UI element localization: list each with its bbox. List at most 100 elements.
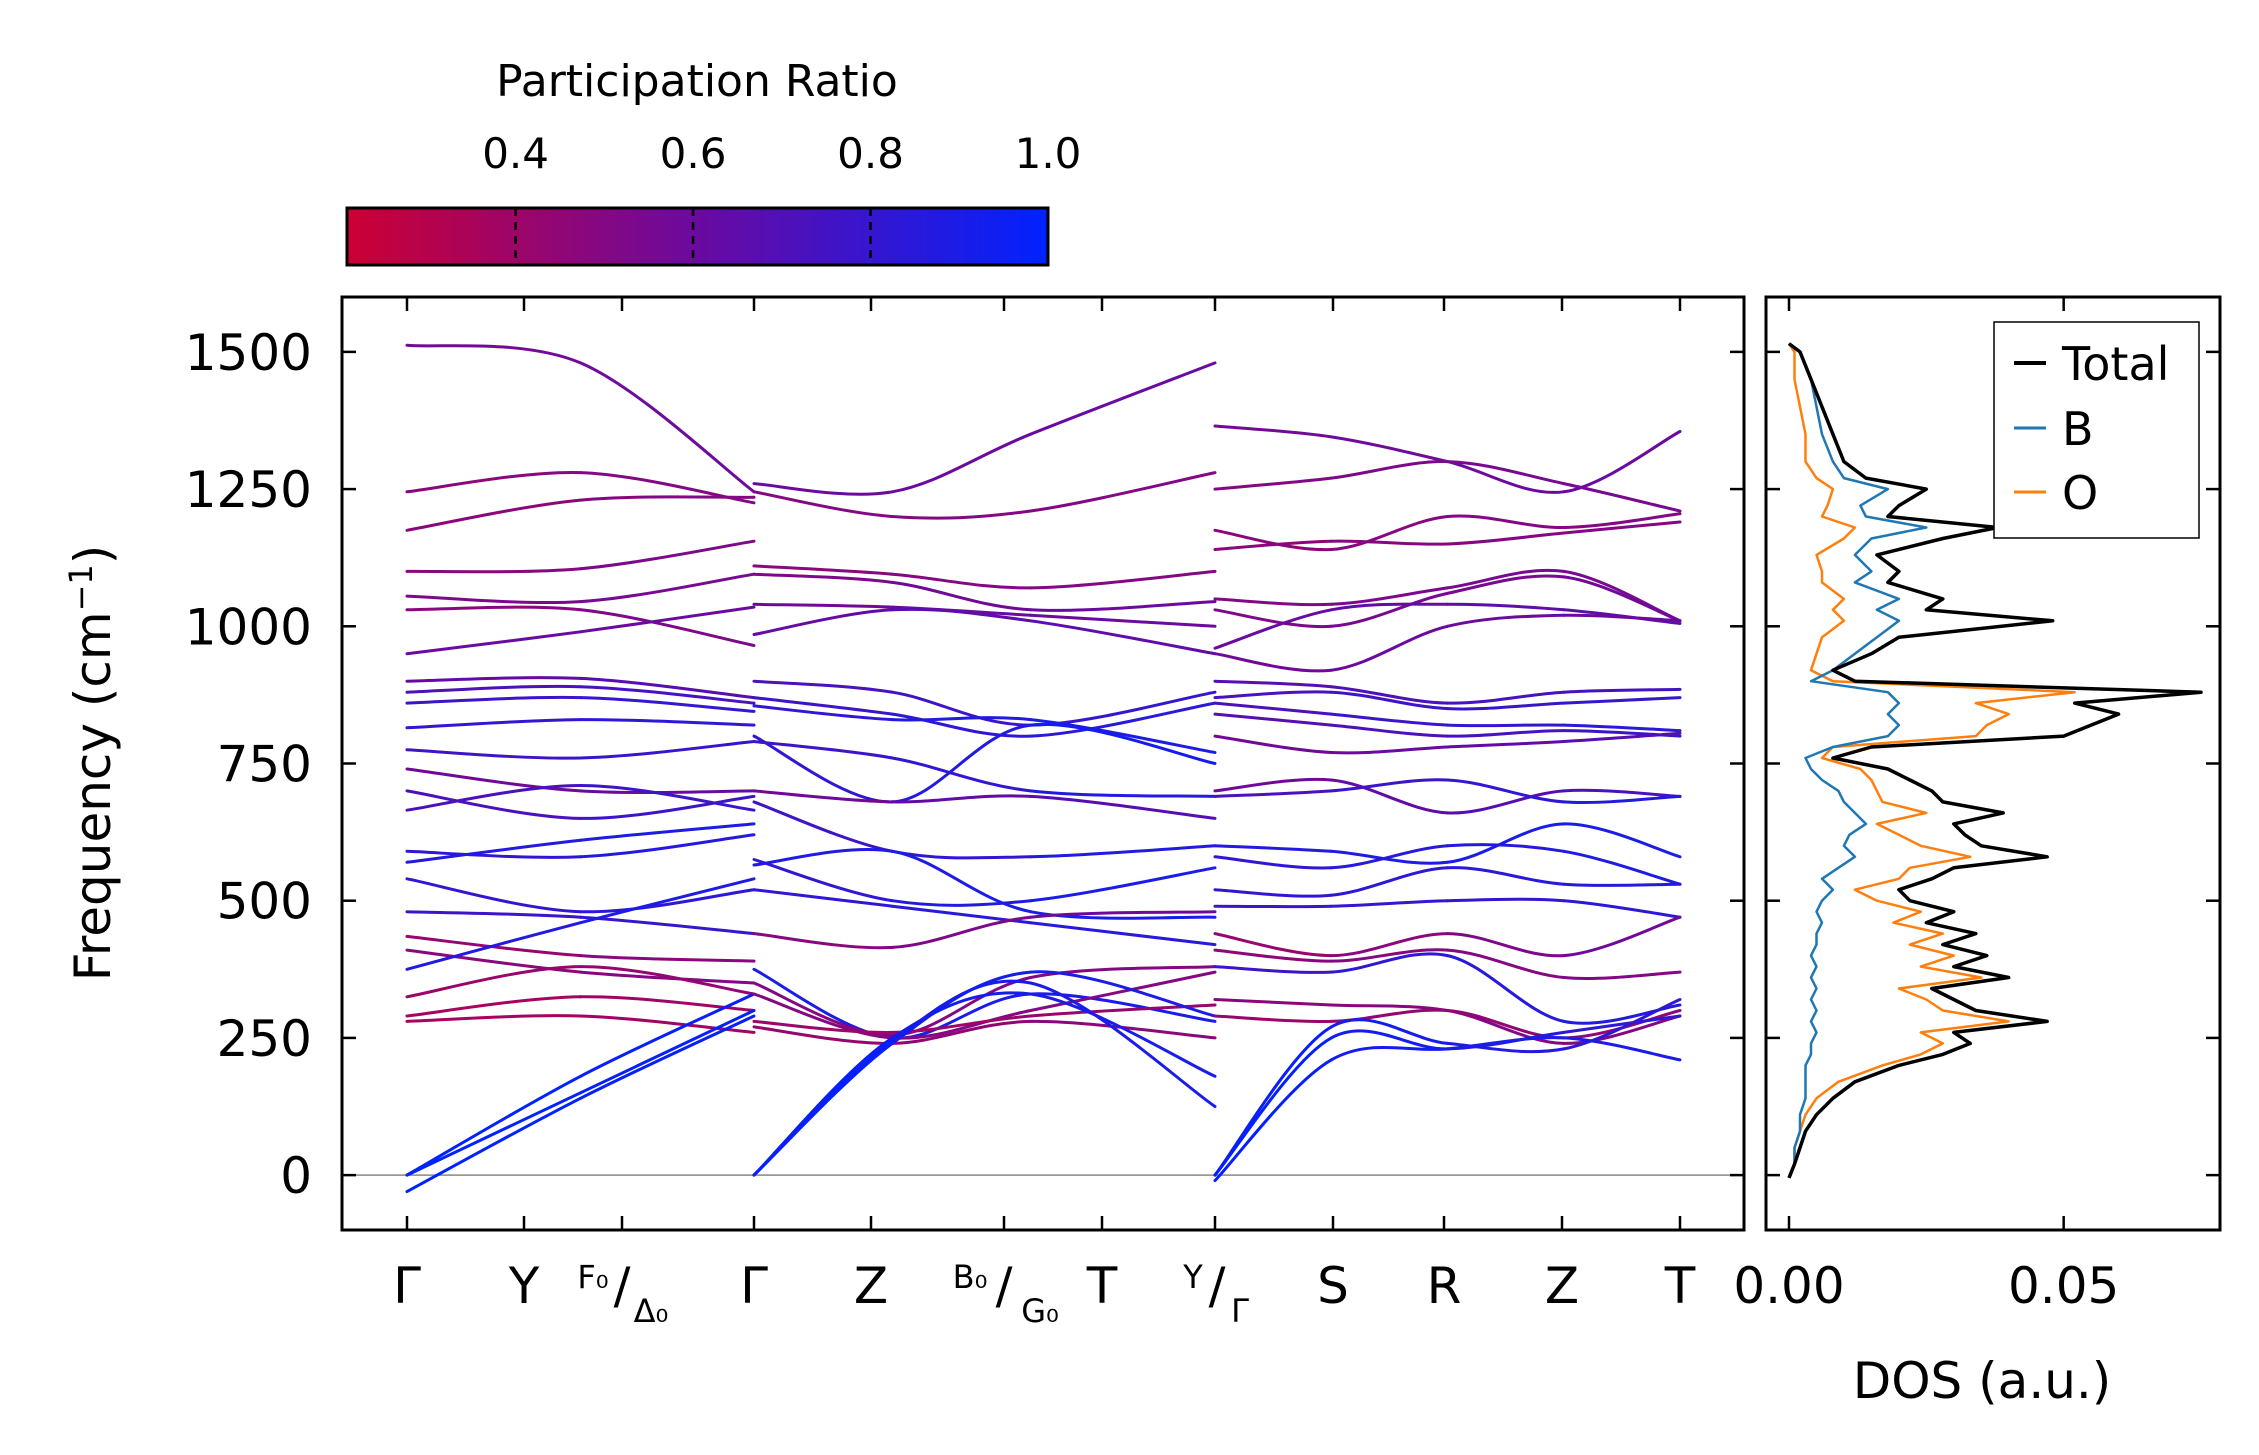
band-line-seg1-b5 — [890, 607, 1033, 623]
band-y-tick-label: 0 — [280, 1147, 312, 1205]
kpoint-label-t: T — [1086, 1257, 1118, 1315]
band-line-seg1-b12 — [752, 800, 894, 853]
band-line-seg0-b26 — [405, 1091, 582, 1177]
kpoint-label-y-sup: Y — [1182, 1258, 1203, 1296]
band-line-seg2-b3 — [1213, 539, 1333, 551]
band-line-seg0-b24 — [579, 1014, 756, 1034]
band-line-seg2-b10 — [1213, 701, 1333, 716]
band-line-seg2-b7 — [1446, 613, 1566, 628]
band-line-seg2-b11 — [1329, 723, 1449, 738]
band-line-seg0-b8 — [405, 684, 582, 694]
band-line-seg0-b14 — [405, 784, 582, 812]
band-y-axis-label: Frequency (cm−1) — [62, 545, 122, 982]
band-line-seg2-b5 — [1562, 575, 1682, 623]
band-line-seg0-b2 — [405, 498, 582, 532]
band-line-seg1-b24 — [752, 1041, 894, 1177]
band-line-seg2-b19 — [1213, 932, 1333, 958]
kpoint-label-g0: G₀ — [1021, 1292, 1059, 1330]
band-line-seg2-b18 — [1562, 899, 1682, 919]
legend-b-label: B — [2062, 402, 2094, 456]
band-line-seg1-b15 — [752, 888, 894, 908]
band-line-seg1-b8 — [890, 716, 1033, 722]
band-line-seg2-b24 — [1329, 1018, 1449, 1045]
band-line-seg0-b4 — [405, 594, 582, 605]
kpoint-label-gamma-1: Γ — [393, 1257, 421, 1315]
band-line-seg2-b26 — [1213, 1058, 1333, 1183]
band-line-seg0-b19 — [405, 934, 582, 958]
band-line-seg1-b24 — [890, 970, 1033, 1045]
band-line-seg1-b19 — [890, 1009, 1033, 1040]
band-line-seg2-b17 — [1446, 866, 1566, 886]
colorbar-tick-label: 0.8 — [837, 129, 904, 178]
band-line-seg1-b7 — [1029, 701, 1217, 738]
band-line-seg0-b20 — [405, 948, 582, 974]
band-line-seg1-b13 — [1029, 866, 1217, 903]
band-line-seg2-b6 — [1329, 602, 1449, 612]
band-line-seg2-b15 — [1213, 844, 1333, 853]
band-line-seg2-b0 — [1329, 435, 1449, 464]
legend-o-label: O — [2062, 466, 2098, 520]
legend-box — [1993, 321, 2200, 539]
band-line-seg1-b11 — [752, 789, 894, 804]
band-line-seg0-b23 — [405, 995, 582, 1018]
band-line-seg2-b17 — [1213, 888, 1333, 898]
band-line-seg2-b19 — [1446, 932, 1566, 958]
band-line-seg2-b14 — [1446, 778, 1566, 804]
band-line-seg2-b12 — [1562, 731, 1682, 743]
band-line-seg2-b16 — [1562, 849, 1682, 886]
band-line-seg0-b21 — [579, 877, 756, 925]
band-line-seg0-b5 — [579, 608, 756, 647]
band-line-seg0-b18 — [579, 915, 756, 936]
kpoint-label-t-2: T — [1664, 1257, 1696, 1315]
band-y-tick-label: 750 — [217, 736, 312, 794]
band-kpoint-ticks — [405, 297, 1682, 1230]
colorbar-tick-label: 1.0 — [1015, 129, 1082, 178]
band-line-seg0-b27 — [405, 1096, 582, 1194]
band-line-seg2-b2 — [1446, 514, 1566, 530]
band-line-seg2-b5 — [1446, 574, 1566, 595]
band-y-tick-label: 500 — [217, 873, 312, 931]
band-line-seg0-b7 — [579, 676, 756, 700]
band-line-seg2-b16 — [1329, 844, 1449, 870]
band-line-seg2-b18 — [1329, 899, 1449, 908]
band-y-tick-label: 1000 — [185, 598, 312, 656]
band-line-seg2-b1 — [1562, 482, 1682, 513]
band-line-seg2-b14 — [1329, 778, 1449, 793]
band-line-seg1-b8 — [752, 704, 894, 722]
band-line-seg0-b16 — [579, 822, 756, 842]
band-line-seg1-b21 — [1029, 1019, 1217, 1040]
band-line-seg1-b9 — [1029, 722, 1217, 765]
band-line-seg0-b4 — [579, 572, 756, 604]
dos-line-o — [1787, 342, 2076, 1179]
band-line-seg0-b6 — [405, 630, 582, 656]
kpoint-slash-3: / — [1209, 1257, 1226, 1315]
colorbar-tick-label: 0.6 — [660, 129, 727, 178]
kpoint-label-z: Z — [854, 1257, 888, 1315]
band-line-seg0-b1 — [579, 471, 756, 505]
band-line-seg0-b0 — [405, 343, 582, 365]
band-line-seg2-b0 — [1562, 430, 1682, 494]
band-line-seg2-b8 — [1446, 690, 1566, 705]
band-line-seg0-b7 — [405, 676, 582, 683]
band-line-seg1-b1 — [752, 490, 894, 518]
band-line-seg2-b10 — [1446, 723, 1566, 728]
band-line-seg2-b20 — [1446, 948, 1566, 979]
kpoint-label-delta0: Δ₀ — [634, 1292, 669, 1330]
band-line-seg2-b10 — [1329, 712, 1449, 727]
band-line-seg2-b2 — [1562, 512, 1682, 529]
band-line-seg0-b24 — [405, 1014, 582, 1023]
band-line-seg0-b25 — [405, 1074, 582, 1177]
band-line-seg2-b25 — [1562, 1014, 1682, 1034]
band-line-seg1-b18 — [1029, 965, 1217, 979]
band-line-seg0-b22 — [579, 965, 756, 996]
dos-panel: 0.00 0.05 DOS (a.u.) Total B O — [1733, 295, 2222, 1410]
band-line-seg1-b16 — [752, 932, 894, 950]
band-line-seg2-b8 — [1329, 685, 1449, 705]
colorbar-title: Participation Ratio — [496, 56, 898, 107]
band-line-seg2-b11 — [1213, 712, 1333, 727]
band-panel: 0 250 500 750 1000 1250 1500 Γ Y F₀ / Δ₀ Γ Z B… — [62, 295, 1746, 1330]
band-line-seg2-b13 — [1562, 788, 1682, 798]
dos-legend[interactable]: Total B O — [1993, 321, 2200, 539]
band-line-seg2-b19 — [1562, 915, 1682, 958]
